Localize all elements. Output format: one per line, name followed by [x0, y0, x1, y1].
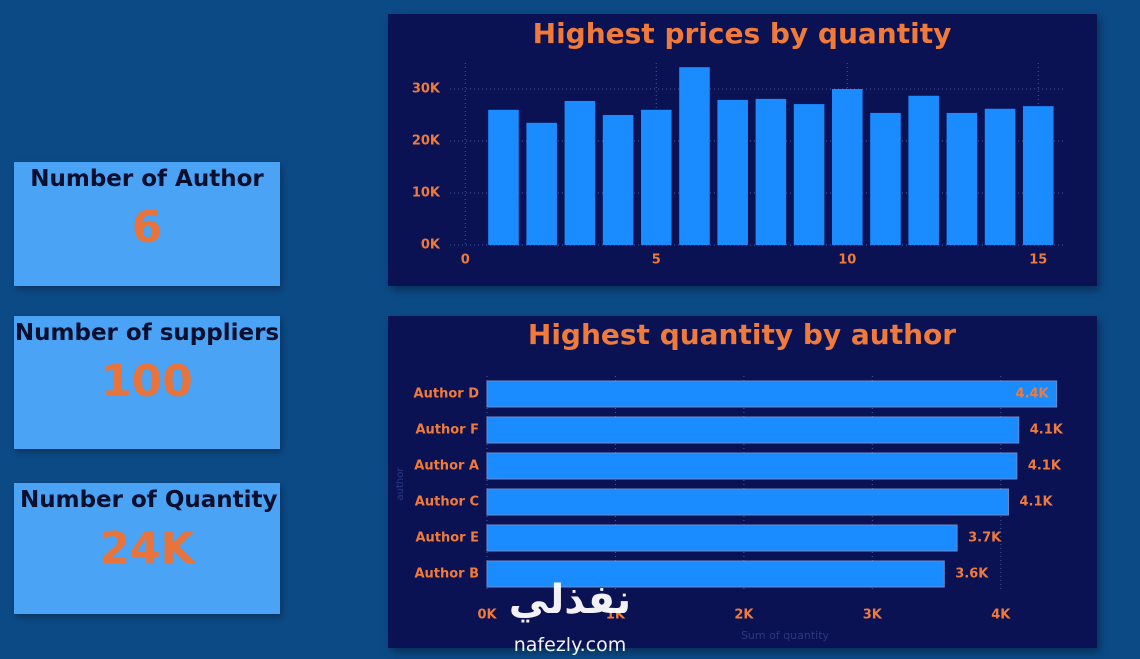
bar: [946, 112, 978, 245]
y-tick-label: Author C: [415, 495, 479, 510]
kpi-value: 100: [101, 356, 193, 407]
bar: [486, 560, 945, 588]
kpi-title: Number of suppliers: [14, 320, 280, 346]
bar: [486, 416, 1020, 444]
kpi-card: Number of suppliers 100: [14, 316, 280, 449]
x-tick-label: 2K: [734, 608, 754, 623]
x-tick-label: 1K: [606, 608, 626, 623]
x-tick-label: 0K: [477, 608, 497, 623]
bar: [1022, 106, 1054, 245]
y-tick-label: 30K: [412, 82, 441, 97]
x-tick-label: 0: [461, 253, 470, 268]
x-tick-label: 3K: [863, 608, 883, 623]
bar: [564, 100, 596, 246]
y-tick-label: 10K: [412, 186, 441, 201]
data-label: 3.7K: [968, 531, 1002, 546]
data-label: 4.1K: [1030, 423, 1064, 438]
kpi-card: Number of Quantity 24K: [14, 483, 280, 614]
bar: [526, 122, 557, 245]
x-tick-label: 10: [838, 253, 856, 268]
x-axis-title: Sum of quantity: [741, 629, 830, 642]
bar: [486, 524, 958, 552]
y-tick-label: 20K: [412, 134, 441, 149]
kpi-card: Number of Author 6: [14, 162, 280, 286]
bar: [486, 380, 1058, 408]
y-tick-label: 0K: [421, 238, 441, 253]
kpi-value: 24K: [99, 523, 195, 574]
data-label: 4.1K: [1028, 459, 1062, 474]
chart-title: Highest prices by quantity: [533, 17, 952, 50]
bar: [908, 95, 939, 245]
bar: [488, 109, 519, 245]
chart-title: Highest quantity by author: [528, 318, 956, 351]
bar: [486, 452, 1018, 480]
y-tick-label: Author A: [414, 459, 479, 474]
y-tick-label: Author D: [414, 387, 480, 402]
watermark-logo: نفذلي: [508, 577, 632, 623]
chart-panel: [388, 316, 1097, 648]
bar: [831, 89, 863, 245]
y-tick-label: Author B: [414, 567, 479, 582]
kpi-title: Number of Quantity: [20, 487, 278, 513]
bar: [870, 112, 901, 245]
kpi-value: 6: [131, 202, 163, 253]
bar: [793, 104, 825, 245]
kpi-title: Number of Author: [30, 166, 264, 192]
x-tick-label: 5: [652, 253, 661, 268]
bar: [640, 109, 672, 245]
bar: [486, 488, 1009, 516]
bar: [755, 98, 787, 245]
y-tick-label: Author E: [415, 531, 479, 546]
bar: [602, 115, 634, 245]
bar: [679, 67, 710, 245]
bar: [984, 108, 1016, 245]
x-tick-label: 4K: [991, 608, 1011, 623]
y-tick-label: Author F: [415, 423, 479, 438]
y-axis-title: author: [395, 467, 406, 501]
watermark-site: nafezly.com: [513, 634, 627, 656]
x-tick-label: 15: [1029, 253, 1047, 268]
data-label: 4.4K: [1016, 387, 1050, 402]
data-label: 4.1K: [1019, 495, 1053, 510]
bar: [717, 99, 748, 245]
data-label: 3.6K: [955, 567, 989, 582]
